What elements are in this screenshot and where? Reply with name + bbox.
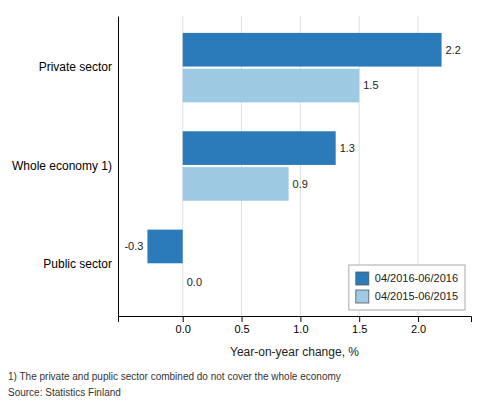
data-label: 1.3 bbox=[340, 142, 355, 154]
x-tick: 1.0 bbox=[293, 316, 308, 335]
bar bbox=[147, 230, 182, 264]
y-tick: Whole economy 1) bbox=[12, 159, 118, 173]
y-tick: Private sector bbox=[39, 60, 118, 74]
legend: 04/2016-06/2016 04/2015-06/2015 bbox=[349, 265, 465, 310]
legend-item: 04/2016-06/2016 bbox=[356, 272, 458, 285]
x-axis-title: Year-on-year change, % bbox=[230, 345, 359, 359]
x-tick-label: 1.5 bbox=[352, 323, 367, 335]
data-label: 0.9 bbox=[293, 178, 308, 190]
bars bbox=[147, 33, 441, 263]
x-tick-mark bbox=[183, 316, 184, 322]
x-tick-label: 0.0 bbox=[176, 323, 191, 335]
bar bbox=[183, 69, 360, 103]
x-tick-mark bbox=[418, 316, 419, 322]
legend-label: 04/2016-06/2016 bbox=[375, 272, 458, 284]
x-tick: 2.0 bbox=[411, 316, 426, 335]
legend-swatch bbox=[356, 272, 369, 285]
legend-item: 04/2015-06/2015 bbox=[356, 290, 458, 303]
legend-frame bbox=[349, 265, 465, 310]
y-tick-label: Whole economy 1) bbox=[12, 159, 112, 173]
x-tick-label: 0.5 bbox=[234, 323, 249, 335]
x-tick-mark bbox=[300, 316, 301, 322]
bar bbox=[182, 265, 183, 299]
legend-label: 04/2015-06/2015 bbox=[375, 290, 458, 302]
x-tick-label: 2.0 bbox=[411, 323, 426, 335]
x-axis: 0.0 0.5 1.0 1.5 2.0 bbox=[119, 316, 472, 335]
x-axis-line bbox=[119, 317, 472, 323]
y-tick-label: Public sector bbox=[43, 257, 112, 271]
data-label: 2.2 bbox=[446, 44, 461, 56]
x-tick-mark bbox=[359, 316, 360, 322]
y-axis-line bbox=[118, 17, 119, 317]
x-tick-label: 1.0 bbox=[293, 323, 308, 335]
data-labels: -0.3 1.3 2.2 0.0 0.9 1.5 bbox=[124, 44, 460, 289]
y-axis: Public sector Whole economy 1) Private sec… bbox=[12, 17, 119, 317]
x-tick: 0.5 bbox=[234, 316, 249, 335]
footnote: 1) The private and puplic sector combine… bbox=[8, 371, 341, 382]
x-tick-mark bbox=[242, 316, 243, 322]
footnotes: 1) The private and puplic sector combine… bbox=[8, 371, 341, 398]
data-label: 0.0 bbox=[187, 276, 202, 288]
y-tick-label: Private sector bbox=[39, 60, 112, 74]
plot: -0.3 1.3 2.2 0.0 0.9 1.5 0.0 0.5 1.0 1.5 2.0 Public… bbox=[12, 16, 472, 359]
bar bbox=[183, 131, 336, 165]
bar bbox=[183, 33, 442, 67]
y-tick: Public sector bbox=[43, 257, 118, 271]
chart: -0.3 1.3 2.2 0.0 0.9 1.5 0.0 0.5 1.0 1.5 2.0 Public… bbox=[0, 0, 493, 416]
data-label: 1.5 bbox=[363, 79, 378, 91]
x-tick: 1.5 bbox=[352, 316, 367, 335]
legend-swatch bbox=[356, 290, 369, 303]
bar bbox=[183, 167, 289, 201]
footnote: Source: Statistics Finland bbox=[8, 387, 121, 398]
data-label: -0.3 bbox=[124, 240, 143, 252]
x-tick: 0.0 bbox=[176, 316, 191, 335]
